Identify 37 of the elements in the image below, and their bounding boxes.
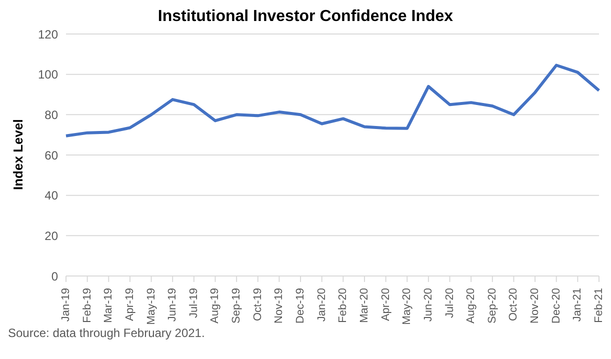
x-tick-label: Mar-20 (358, 288, 370, 323)
x-tick-label: Jan-21 (572, 288, 584, 322)
x-tick-label: Feb-21 (593, 288, 605, 323)
x-tick-label: Jan-19 (60, 288, 72, 322)
x-tick-label: Nov-19 (273, 288, 286, 324)
x-tick-label: Dec-19 (294, 288, 307, 324)
x-tick-label: Mar-19 (102, 288, 115, 323)
x-tick-label: May-20 (401, 288, 414, 325)
x-tick-label: Jan-20 (316, 288, 328, 322)
y-tick-label: 100 (38, 68, 58, 82)
x-tick-label: Feb-19 (81, 288, 94, 323)
x-tick-label: Oct-19 (252, 288, 264, 322)
y-tick-label: 0 (51, 269, 58, 284)
x-tick-label: Apr-20 (380, 288, 392, 322)
y-tick-label: 80 (44, 108, 58, 122)
x-tick-label: Oct-20 (508, 288, 520, 322)
x-tick-label: Sep-20 (486, 288, 498, 324)
y-tick-label: 120 (38, 27, 58, 42)
x-tick-label: Sep-19 (230, 288, 243, 324)
x-tick-label: Jul-20 (444, 288, 456, 318)
x-tick-label: Nov-20 (529, 288, 542, 324)
y-tick-label: 20 (44, 228, 58, 243)
x-tick-label: Feb-20 (337, 288, 350, 323)
y-axis-title: Index Level (10, 119, 26, 190)
y-tick-label: 60 (44, 148, 58, 162)
x-tick-label: Jun-19 (166, 288, 179, 322)
x-tick-label: Dec-20 (550, 288, 562, 324)
y-tick-label: 40 (44, 188, 58, 203)
line-series (64, 64, 600, 138)
x-tick-label: Jun-20 (422, 288, 434, 322)
x-tick-label: Apr-19 (124, 288, 136, 322)
chart-title: Institutional Investor Confidence Index (156, 8, 454, 26)
x-tick-label: Jul-19 (188, 288, 200, 318)
x-tick-label: Aug-20 (465, 288, 478, 324)
source-note: Source: data through February 2021. (8, 326, 206, 340)
x-tick-label: Aug-19 (209, 288, 222, 324)
x-tick-label: May-19 (145, 288, 158, 325)
